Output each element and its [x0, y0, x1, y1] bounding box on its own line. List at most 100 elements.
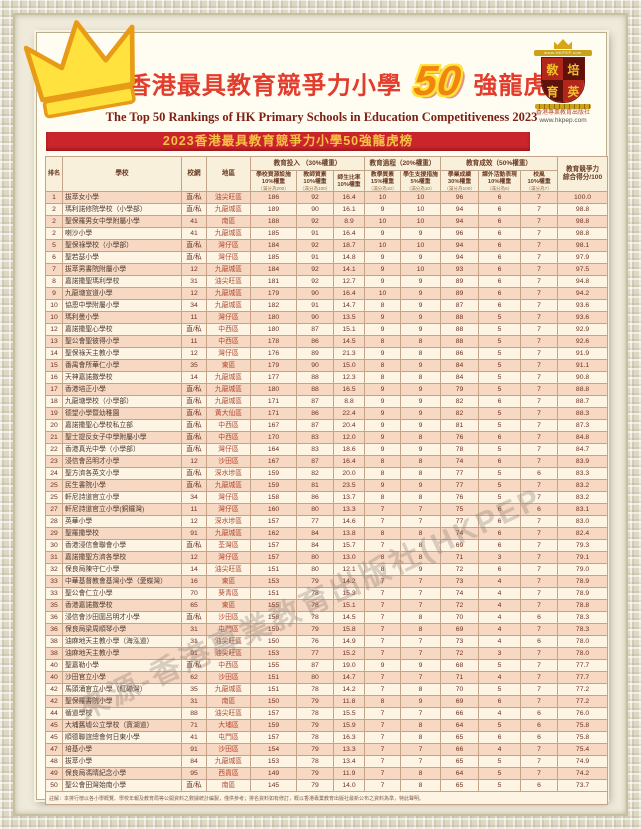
cell-ethos: 7 [520, 431, 559, 445]
cell-eca-performance: 5 [478, 659, 522, 673]
cell-district: 油尖旺區 [206, 275, 251, 289]
cell-pupil-teacher-ratio: 14.9 [332, 635, 366, 649]
cell-teaching-quality: 9 [364, 275, 402, 289]
table-row: 8 嘉諾撒聖瑪利學校 31 油尖旺區 181 92 12.7 9 9 89 6 7 94.8 [45, 275, 609, 289]
cell-net: 直/私 [181, 419, 207, 433]
cell-resources: 159 [250, 623, 297, 637]
cell-pupil-teacher-ratio: 13.7 [332, 491, 366, 505]
cell-teaching-quality: 9 [364, 203, 402, 217]
cell-rank: 6 [45, 251, 63, 265]
subheader-cell: 學生支援措施 5%權重 （滿分為10） [400, 169, 442, 193]
cell-student-support: 8 [400, 719, 442, 733]
cell-total-score: 73.7 [557, 779, 609, 793]
cell-total-score: 83.1 [557, 503, 609, 517]
cell-student-support: 9 [400, 407, 442, 421]
cell-teaching-quality: 9 [364, 479, 402, 493]
cell-pupil-teacher-ratio: 15.1 [332, 599, 366, 613]
cell-eca-performance: 4 [478, 671, 522, 685]
cell-teaching-quality: 9 [364, 383, 402, 397]
cell-rank: 7 [45, 263, 63, 277]
cell-net: 16 [181, 575, 207, 589]
cell-academic-results: 86 [440, 347, 480, 361]
cell-total-score: 83.2 [557, 491, 609, 505]
cell-total-score: 75.4 [557, 743, 609, 757]
cell-pupil-teacher-ratio: 15.1 [332, 323, 366, 337]
cell-eca-performance: 5 [478, 755, 522, 769]
cell-resources: 158 [250, 491, 297, 505]
cell-eca-performance: 5 [478, 371, 522, 385]
header-rank-label: 排名 [47, 170, 61, 178]
cell-resources: 153 [250, 755, 297, 769]
table-row: 23 浸信會呂明才小學 12 沙田區 167 87 16.4 8 8 74 6 7 83.9 [45, 455, 609, 469]
cell-academic-results: 77 [440, 515, 480, 529]
cell-teaching-quality: 9 [364, 419, 402, 433]
cell-district: 灣仔區 [206, 443, 251, 457]
table-row: 18 九龍塘學校（小學部） 直/私 九龍城區 171 87 8.8 9 9 82 6 7 88.7 [45, 395, 609, 409]
cell-school: 保良局陳守仁小學 [62, 563, 182, 577]
table-row: 12 嘉諾撒聖心學校 直/私 中西區 180 87 15.1 9 9 88 5 7 92.9 [45, 323, 609, 337]
header-score: 教育競爭力 綜合得分/100 [557, 155, 609, 193]
cell-district: 沙田區 [206, 455, 251, 469]
cell-net: 直/私 [181, 779, 207, 793]
header-group-outcome: 教育成效（50%權重） [440, 156, 559, 171]
table-row: 21 聖士提反女子中學附屬小學 直/私 中西區 170 83 12.0 9 8 76 6 7 84.8 [45, 431, 609, 445]
cell-ethos: 7 [520, 323, 559, 337]
cell-school: 聖保祿天主教小學 [62, 347, 182, 361]
cell-ethos: 7 [520, 443, 559, 457]
header-score-line1: 教育競爭力 [566, 166, 600, 174]
cell-ethos: 7 [520, 311, 559, 325]
cell-resources: 171 [250, 395, 297, 409]
cell-teacher-quality: 84 [296, 539, 334, 553]
cell-student-support: 8 [400, 551, 442, 565]
cell-resources: 153 [250, 647, 297, 661]
cell-teacher-quality: 90 [296, 287, 334, 301]
cell-academic-results: 64 [440, 719, 480, 733]
cell-student-support: 8 [400, 455, 442, 469]
cell-pupil-teacher-ratio: 14.1 [332, 263, 366, 277]
cell-total-score: 87.3 [557, 419, 609, 433]
cell-school: 瑪利曼小學 [62, 311, 182, 325]
cell-rank: 16 [45, 371, 63, 385]
cell-academic-results: 88 [440, 335, 480, 349]
cell-resources: 185 [250, 251, 297, 265]
cell-ethos: 7 [520, 575, 559, 589]
cell-ethos: 7 [520, 299, 559, 313]
cell-student-support: 9 [400, 659, 442, 673]
cell-teacher-quality: 78 [296, 599, 334, 613]
cell-rank: 2 [45, 227, 63, 241]
cell-rank: 32 [45, 563, 63, 577]
cell-resources: 155 [250, 599, 297, 613]
cell-rank: 45 [45, 731, 63, 745]
cell-net: 31 [181, 635, 207, 649]
cell-teaching-quality: 9 [364, 311, 402, 325]
table-row: 45 順德聯誼總會何日東小學 41 屯門區 157 78 16.3 7 8 65 6 6 75.8 [45, 731, 609, 745]
cell-ethos: 6 [520, 503, 559, 517]
cell-ethos: 6 [520, 719, 559, 733]
cell-teaching-quality: 9 [364, 395, 402, 409]
poster-card: www.HKPEP.com 敎 培 育 英 香港專業教育出版社 www.hkpe… [23, 20, 609, 806]
cell-eca-performance: 5 [478, 359, 522, 373]
cell-rank: 17 [45, 383, 63, 397]
cell-net: 12 [181, 515, 207, 529]
cell-ethos: 7 [520, 743, 559, 757]
cell-eca-performance: 6 [478, 215, 522, 229]
cell-net: 直/私 [181, 239, 207, 253]
cell-resources: 159 [250, 479, 297, 493]
cell-academic-results: 72 [440, 599, 480, 613]
cell-academic-results: 94 [440, 215, 480, 229]
cell-rank: 12 [45, 323, 63, 337]
cell-total-score: 92.9 [557, 323, 609, 337]
cell-student-support: 10 [400, 239, 442, 253]
cell-teaching-quality: 7 [364, 539, 402, 553]
cell-ethos: 6 [520, 731, 559, 745]
cell-ethos: 7 [520, 671, 559, 685]
cell-total-score: 91.1 [557, 359, 609, 373]
cell-teacher-quality: 79 [296, 575, 334, 589]
shield-char: 培 [563, 58, 584, 80]
cell-total-score: 78.9 [557, 575, 609, 589]
cell-pupil-teacher-ratio: 18.6 [332, 443, 366, 457]
cell-pupil-teacher-ratio: 12.1 [332, 563, 366, 577]
cell-pupil-teacher-ratio: 16.4 [332, 227, 366, 241]
cell-resources: 184 [250, 263, 297, 277]
cell-teaching-quality: 8 [364, 335, 402, 349]
